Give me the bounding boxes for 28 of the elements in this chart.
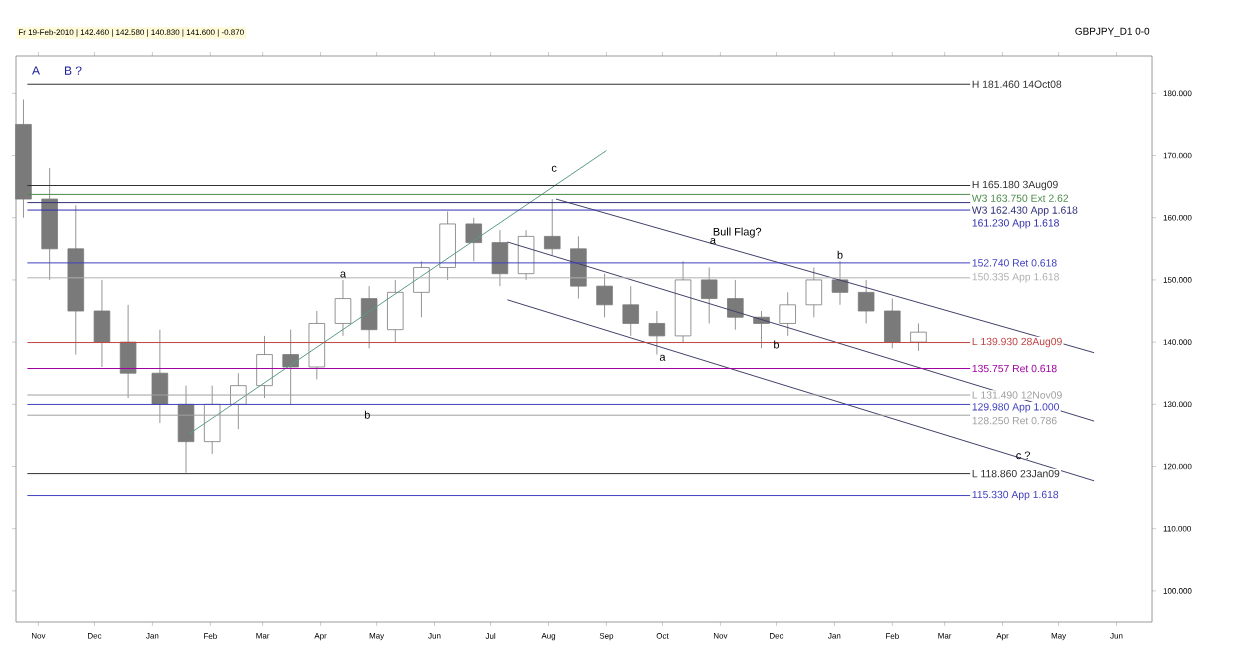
- candlestick: [570, 235, 587, 299]
- candlestick: [884, 298, 901, 349]
- candlestick: [622, 285, 639, 337]
- candlestick: [151, 329, 169, 424]
- candlestick: [805, 267, 823, 318]
- candlestick: [256, 335, 273, 399]
- candlestick: [360, 285, 378, 349]
- candlestick: [910, 323, 927, 352]
- candlestick: [119, 304, 137, 399]
- candlestick: [334, 279, 352, 337]
- candlestick: [596, 273, 613, 318]
- candlestick: [203, 385, 221, 455]
- candlestick: [491, 229, 509, 287]
- candlestick: [857, 279, 875, 324]
- candlestick: [282, 329, 299, 405]
- candlestick: [308, 310, 326, 380]
- candlestick: [544, 198, 561, 256]
- candlestick: [413, 260, 430, 318]
- candlestick: [779, 291, 796, 337]
- candlestick: [700, 267, 718, 324]
- candlestick: [177, 385, 195, 474]
- candlestick: [439, 211, 456, 281]
- candlestick: [831, 260, 849, 306]
- candlestick: [93, 279, 111, 368]
- candlestick: [727, 279, 744, 331]
- candlestick: [465, 217, 483, 262]
- candlestick: [648, 310, 666, 355]
- candlestick: [387, 279, 404, 343]
